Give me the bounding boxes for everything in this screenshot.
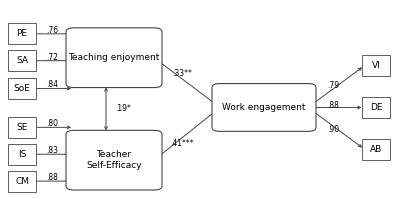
FancyBboxPatch shape bbox=[8, 23, 36, 44]
FancyBboxPatch shape bbox=[8, 117, 36, 138]
Text: IS: IS bbox=[18, 150, 26, 159]
FancyBboxPatch shape bbox=[212, 84, 316, 131]
Text: .84: .84 bbox=[46, 80, 58, 90]
Text: .33**: .33** bbox=[172, 69, 192, 78]
Text: VI: VI bbox=[372, 61, 380, 70]
FancyBboxPatch shape bbox=[66, 130, 162, 190]
Text: SA: SA bbox=[16, 56, 28, 65]
Text: .79: .79 bbox=[327, 81, 340, 90]
Text: SE: SE bbox=[16, 123, 28, 132]
FancyBboxPatch shape bbox=[8, 50, 36, 71]
Text: SoE: SoE bbox=[14, 84, 30, 93]
Text: .88: .88 bbox=[46, 173, 58, 182]
FancyBboxPatch shape bbox=[362, 97, 390, 118]
Text: .76: .76 bbox=[46, 26, 58, 35]
Text: Teaching enjoyment: Teaching enjoyment bbox=[68, 53, 160, 62]
Text: Teacher
Self-Efficacy: Teacher Self-Efficacy bbox=[86, 150, 142, 170]
Text: .83: .83 bbox=[46, 146, 58, 155]
Text: AB: AB bbox=[370, 145, 382, 154]
Text: .72: .72 bbox=[46, 53, 58, 62]
FancyBboxPatch shape bbox=[8, 144, 36, 165]
FancyBboxPatch shape bbox=[8, 78, 36, 99]
Text: PE: PE bbox=[16, 29, 28, 38]
Text: .41***: .41*** bbox=[170, 139, 194, 148]
FancyBboxPatch shape bbox=[66, 28, 162, 88]
FancyBboxPatch shape bbox=[362, 55, 390, 76]
Text: Work engagement: Work engagement bbox=[222, 103, 306, 112]
Text: .80: .80 bbox=[46, 119, 58, 128]
Text: DE: DE bbox=[370, 103, 382, 112]
Text: .90: .90 bbox=[327, 125, 340, 134]
FancyBboxPatch shape bbox=[362, 139, 390, 160]
Text: CM: CM bbox=[15, 177, 29, 186]
Text: .88: .88 bbox=[328, 100, 339, 110]
FancyBboxPatch shape bbox=[8, 171, 36, 191]
Text: .19*: .19* bbox=[115, 104, 131, 113]
